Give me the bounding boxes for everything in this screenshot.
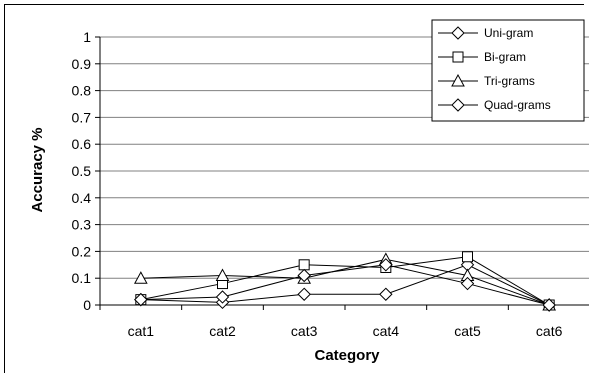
data-point	[297, 268, 311, 283]
y-axis-title: Accuracy %	[29, 127, 46, 212]
data-point	[298, 259, 310, 271]
data-point	[133, 271, 148, 284]
data-point	[462, 251, 473, 263]
legend: Uni-gram Bi-gram Tri-grams Quad-grams	[431, 19, 585, 122]
y-tick-label: 0.3	[72, 217, 92, 233]
chart-frame	[4, 4, 584, 373]
data-point	[379, 287, 393, 301]
x-tick-label: cat1	[128, 323, 155, 339]
series-3	[134, 258, 556, 312]
legend-label: Quad-grams	[484, 98, 551, 112]
y-tick-label: 0.8	[72, 83, 92, 99]
data-point	[542, 298, 556, 312]
x-tick-label: cat5	[454, 323, 481, 339]
legend-label: Bi-gram	[484, 50, 526, 64]
y-tick-label: 0.1	[72, 270, 92, 286]
x-tick-labels: cat1 cat2 cat3 cat4 cat5 cat6	[128, 323, 563, 339]
y-tick-label: 0	[83, 297, 91, 313]
legend-marker	[451, 98, 465, 112]
series-line	[140, 256, 550, 306]
series-layer	[133, 251, 557, 312]
series-line	[140, 264, 550, 306]
x-tick-label: cat2	[209, 323, 236, 339]
legend-label: Uni-gram	[484, 26, 533, 40]
data-point	[297, 287, 311, 301]
x-tick-label: cat4	[373, 323, 400, 339]
data-point	[215, 290, 230, 304]
y-tick-label: 0.6	[72, 136, 92, 152]
y-tick-labels: 0 0.1 0.2 0.3 0.4 0.5 0.6 0.7 0.8 0.9 1	[72, 29, 92, 313]
y-tick-label: 0.9	[72, 56, 92, 72]
axes	[95, 36, 589, 310]
legend-marker	[451, 73, 465, 87]
legend-marker	[452, 51, 464, 63]
x-tick-label: cat6	[536, 323, 563, 339]
data-point	[215, 268, 230, 282]
y-tick-label: 0.5	[72, 163, 92, 179]
y-tick-label: 1	[83, 29, 91, 45]
series-line	[140, 264, 550, 306]
series-line	[140, 258, 550, 306]
y-tick-label: 0.2	[72, 243, 92, 259]
y-tick-label: 0.7	[72, 109, 92, 125]
y-tick-label: 0.4	[72, 190, 92, 206]
data-point	[460, 276, 475, 291]
legend-label: Tri-grams	[484, 74, 535, 88]
data-point	[379, 258, 393, 272]
legend-marker	[451, 26, 465, 40]
x-axis-title: Category	[314, 347, 380, 364]
x-tick-label: cat3	[291, 323, 318, 339]
data-point	[134, 292, 148, 307]
